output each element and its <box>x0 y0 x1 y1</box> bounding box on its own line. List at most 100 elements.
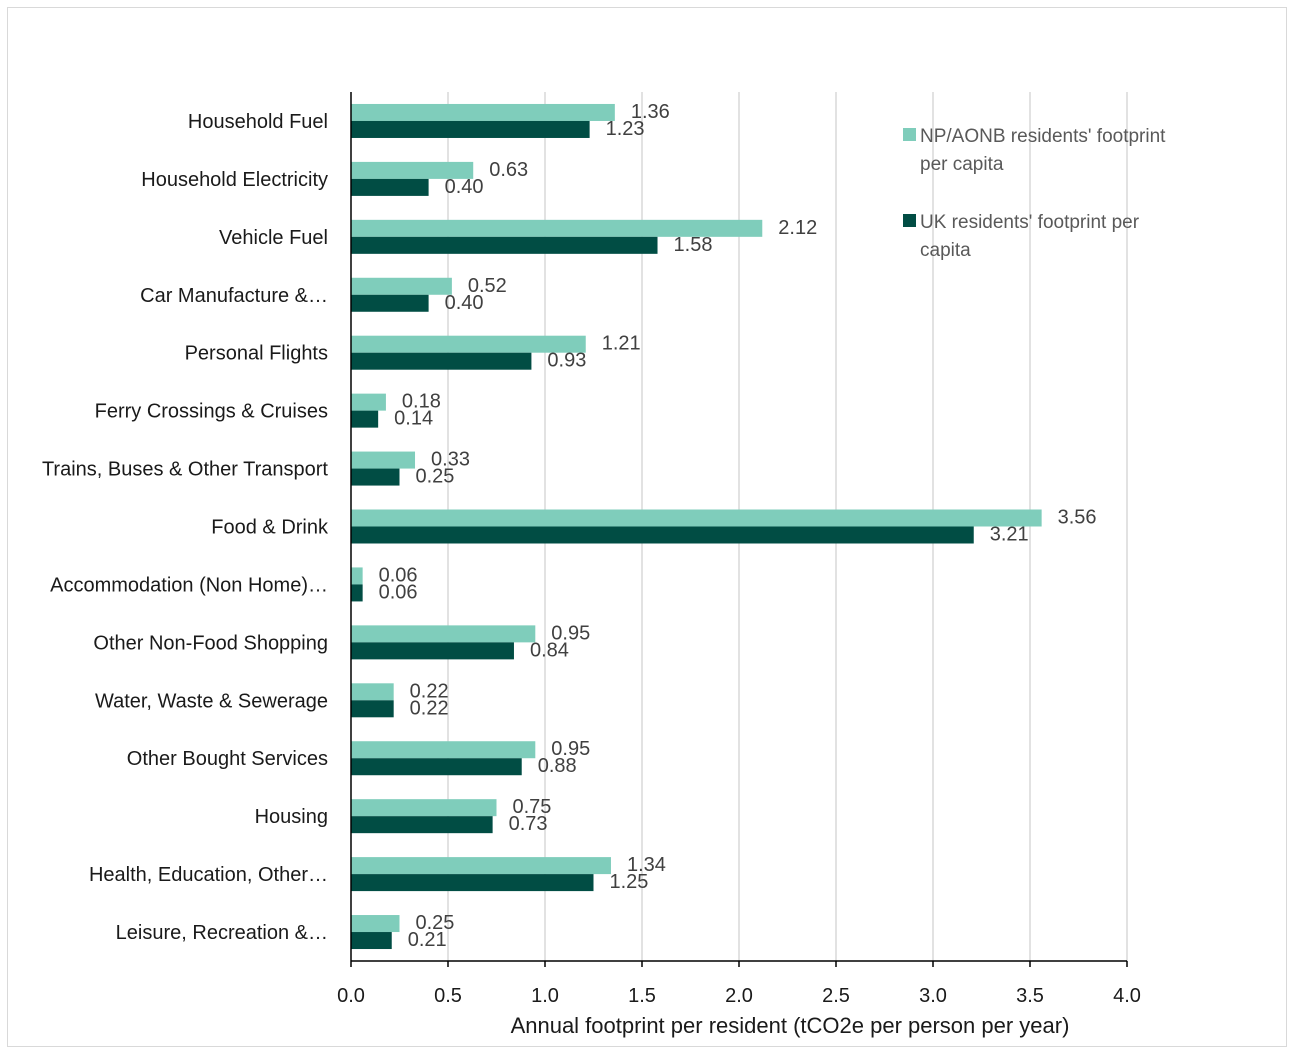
bar-np-aonb <box>351 915 400 933</box>
x-tick-label: 1.5 <box>628 985 656 1007</box>
bar-uk <box>351 816 493 834</box>
legend-label-np-aonb-line-2: per capita <box>920 154 1004 175</box>
bar-uk <box>351 584 363 602</box>
bar-np-aonb <box>351 103 615 121</box>
data-label-uk: 0.06 <box>379 581 418 603</box>
data-label-np-aonb: 1.34 <box>627 854 666 876</box>
bar-np-aonb <box>351 451 416 469</box>
data-label-np-aonb: 0.22 <box>410 680 449 702</box>
x-tick-labels: 0.0 0.5 1.0 1.5 2.0 2.5 3.0 3.5 4.0 <box>337 985 1141 1007</box>
bar-uk <box>351 410 379 428</box>
bar-np-aonb <box>351 509 1042 527</box>
bar-uk <box>351 236 658 254</box>
legend-swatch-np-aonb <box>903 128 916 141</box>
data-label-np-aonb: 0.63 <box>489 159 528 181</box>
category-label: Vehicle Fuel <box>219 227 328 249</box>
bar-np-aonb <box>351 219 763 237</box>
data-label-uk: 0.14 <box>394 408 433 430</box>
bar-uk <box>351 468 400 486</box>
data-label-np-aonb: 3.56 <box>1058 507 1097 529</box>
category-label: Other Bought Services <box>127 748 328 770</box>
category-label: Housing <box>255 806 328 828</box>
legend-label-uk-line-2: capita <box>920 240 971 261</box>
data-label-uk: 1.23 <box>606 118 645 140</box>
x-tick-label: 2.5 <box>822 985 850 1007</box>
category-labels: Household Fuel Household Electricity Vehic… <box>42 111 329 944</box>
data-label-np-aonb: 0.95 <box>551 622 590 644</box>
bar-np-aonb <box>351 857 611 875</box>
category-label: Health, Education, Other… <box>89 864 328 886</box>
data-label-np-aonb: 0.18 <box>402 391 441 413</box>
bar-uk <box>351 642 514 660</box>
category-label: Personal Flights <box>185 343 328 365</box>
bar-np-aonb <box>351 625 536 643</box>
x-tick-label: 2.0 <box>725 985 753 1007</box>
category-label: Car Manufacture &… <box>140 285 328 307</box>
data-label-uk: 0.88 <box>538 755 577 777</box>
bar-uk <box>351 352 532 370</box>
data-label-np-aonb: 0.52 <box>468 275 507 297</box>
data-label-np-aonb: 0.25 <box>416 912 455 934</box>
category-label: Accommodation (Non Home)… <box>50 574 328 596</box>
category-label: Water, Waste & Sewerage <box>95 690 328 712</box>
bar-uk <box>351 758 522 776</box>
category-label: Household Electricity <box>141 169 328 191</box>
data-label-uk: 0.40 <box>445 292 484 314</box>
data-label-uk: 0.93 <box>547 350 586 372</box>
data-label-uk: 1.25 <box>610 871 649 893</box>
category-label: Other Non-Food Shopping <box>93 632 328 654</box>
bar-uk <box>351 294 429 312</box>
category-label: Trains, Buses & Other Transport <box>42 459 328 481</box>
bar-uk <box>351 700 394 718</box>
bar-np-aonb <box>351 567 363 585</box>
category-label: Food & Drink <box>211 517 329 539</box>
data-label-uk: 1.58 <box>674 234 713 256</box>
legend-label-np-aonb-line-1: NP/AONB residents' footprint <box>920 126 1166 147</box>
bar-uk <box>351 874 594 892</box>
category-label: Ferry Crossings & Cruises <box>95 401 328 423</box>
bar-np-aonb <box>351 335 586 353</box>
x-tick-label: 3.5 <box>1016 985 1044 1007</box>
bar-uk <box>351 526 974 544</box>
data-label-uk: 0.25 <box>416 466 455 488</box>
bar-np-aonb <box>351 277 452 295</box>
bar-np-aonb <box>351 393 386 411</box>
bar-uk <box>351 932 392 950</box>
bar-np-aonb <box>351 799 497 817</box>
legend-label-uk-line-1: UK residents' footprint per <box>920 212 1140 233</box>
data-label-np-aonb: 1.21 <box>602 333 641 355</box>
data-labels: 1.361.230.630.402.121.580.520.401.210.93… <box>379 101 1097 951</box>
data-label-uk: 0.73 <box>509 813 548 835</box>
data-label-uk: 0.40 <box>445 176 484 198</box>
bar-np-aonb <box>351 741 536 759</box>
x-tick-label: 1.0 <box>531 985 559 1007</box>
legend-label-np-aonb: NP/AONB residents' footprint per capita <box>920 126 1171 175</box>
data-label-uk: 3.21 <box>990 524 1029 546</box>
x-tick-label: 0.5 <box>434 985 462 1007</box>
bar-np-aonb <box>351 161 474 179</box>
data-label-uk: 0.84 <box>530 639 569 661</box>
legend-label-uk: UK residents' footprint per capita <box>920 212 1144 261</box>
data-label-np-aonb: 0.33 <box>431 449 470 471</box>
bars <box>351 103 1042 950</box>
data-label-uk: 0.22 <box>410 697 449 719</box>
bar-np-aonb <box>351 683 394 701</box>
x-tick-label: 4.0 <box>1113 985 1141 1007</box>
axes <box>350 92 1128 967</box>
data-label-np-aonb: 0.75 <box>513 796 552 818</box>
x-tick-label: 3.0 <box>919 985 947 1007</box>
legend: NP/AONB residents' footprint per capita … <box>903 126 1171 261</box>
data-label-uk: 0.21 <box>408 929 447 951</box>
category-label: Household Fuel <box>188 111 328 133</box>
data-label-np-aonb: 1.36 <box>631 101 670 123</box>
data-label-np-aonb: 2.12 <box>778 217 817 239</box>
category-label: Leisure, Recreation &… <box>116 922 328 944</box>
bar-uk <box>351 178 429 196</box>
data-label-np-aonb: 0.95 <box>551 738 590 760</box>
bar-uk <box>351 120 590 138</box>
x-axis-title: Annual footprint per resident (tCO2e per… <box>511 1013 1070 1038</box>
x-tick-label: 0.0 <box>337 985 365 1007</box>
legend-swatch-uk <box>903 214 916 227</box>
data-label-np-aonb: 0.06 <box>379 564 418 586</box>
